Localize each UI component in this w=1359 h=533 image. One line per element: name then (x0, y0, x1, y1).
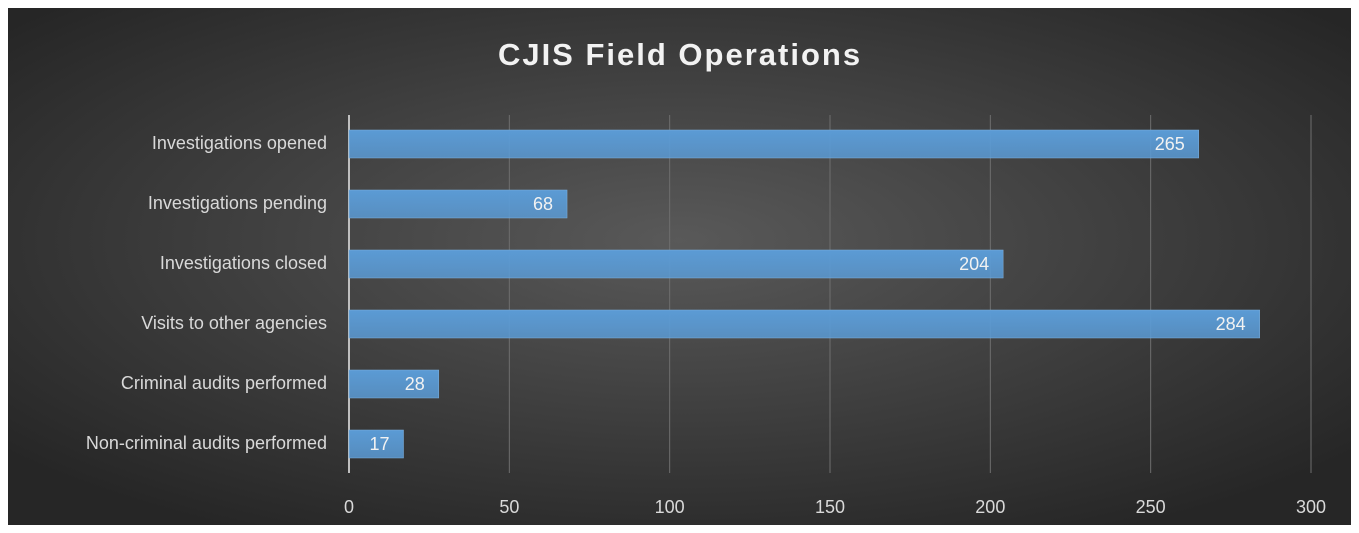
data-label: 17 (369, 434, 389, 454)
data-label: 265 (1155, 134, 1185, 154)
x-tick-label: 300 (1296, 497, 1326, 517)
chart-title: CJIS Field Operations (498, 37, 862, 72)
bar (348, 429, 404, 459)
y-tick-label: Non-criminal audits performed (86, 433, 327, 453)
x-tick-label: 150 (815, 497, 845, 517)
data-label: 28 (405, 374, 425, 394)
bar (348, 249, 1004, 279)
x-tick-label: 50 (499, 497, 519, 517)
x-tick-label: 250 (1136, 497, 1166, 517)
y-tick-label: Criminal audits performed (121, 373, 327, 393)
bar (348, 309, 1260, 339)
y-tick-label: Investigations closed (160, 253, 327, 273)
x-tick-label: 100 (655, 497, 685, 517)
x-tick-label: 0 (344, 497, 354, 517)
bar (348, 369, 440, 399)
data-label: 204 (959, 254, 989, 274)
bar (348, 189, 568, 219)
x-tick-label: 200 (975, 497, 1005, 517)
y-tick-label: Investigations pending (148, 193, 327, 213)
data-label: 68 (533, 194, 553, 214)
data-label: 284 (1216, 314, 1246, 334)
y-tick-label: Investigations opened (152, 133, 327, 153)
bar (348, 129, 1200, 159)
y-tick-label: Visits to other agencies (141, 313, 327, 333)
